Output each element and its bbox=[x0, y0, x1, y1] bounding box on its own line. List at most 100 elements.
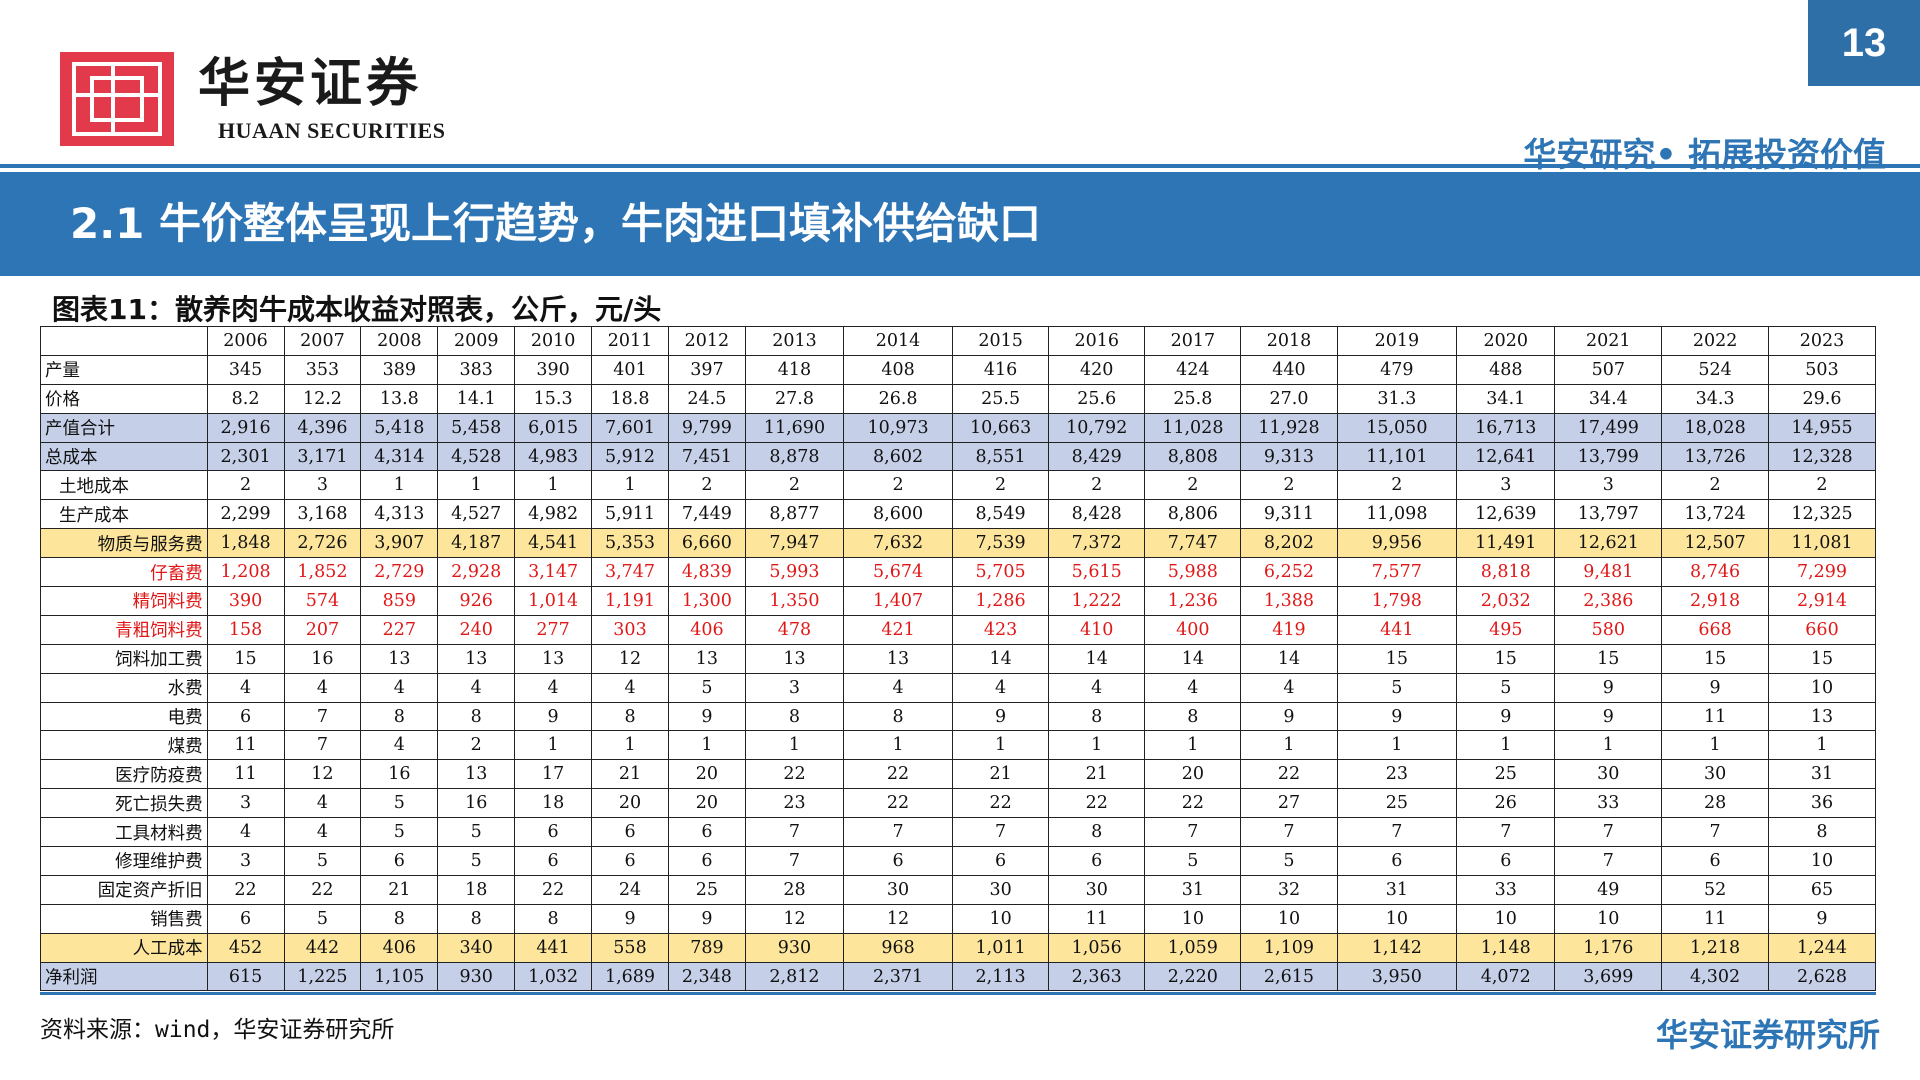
value-cell: 31 bbox=[1768, 759, 1876, 790]
value-cell: 2,628 bbox=[1768, 961, 1876, 992]
value-cell: 8 bbox=[437, 701, 516, 732]
table-row: 产量 345 353 389 383 390 401 397 418 408 416 420 424 44… bbox=[40, 354, 1876, 385]
value-cell: 390 bbox=[514, 354, 593, 385]
value-cell: 11,928 bbox=[1240, 412, 1338, 443]
value-cell: 65 bbox=[1768, 874, 1876, 905]
value-cell: 7,947 bbox=[744, 528, 845, 559]
value-cell: 30 bbox=[1661, 759, 1769, 790]
table-row: 工具材料费 4 4 5 5 6 6 6 7 7 7 8 7 7 7 7 7 7 8 bbox=[40, 817, 1876, 848]
value-cell: 10 bbox=[1336, 903, 1458, 934]
value-cell: 1 bbox=[514, 470, 593, 501]
table-row: 产值合计 2,916 4,396 5,418 5,458 6,015 7,601 9,799 1… bbox=[40, 412, 1876, 443]
value-cell: 13,724 bbox=[1661, 499, 1769, 530]
footer-brand: 华安证券研究所 bbox=[1655, 1016, 1880, 1054]
value-cell: 8 bbox=[514, 903, 593, 934]
value-cell: 2,301 bbox=[206, 441, 285, 472]
value-cell: 13 bbox=[360, 643, 439, 674]
value-cell: 5,353 bbox=[591, 528, 669, 559]
value-cell: 303 bbox=[591, 614, 669, 645]
value-cell: 397 bbox=[667, 354, 746, 385]
value-cell: 8,551 bbox=[952, 441, 1050, 472]
table-row: 精饲料费 390 574 859 926 1,014 1,191 1,300 1,350 1,40… bbox=[40, 586, 1876, 616]
value-cell: 25.5 bbox=[952, 383, 1050, 414]
value-cell: 25 bbox=[1336, 788, 1458, 819]
row-label-cell: 生产成本 bbox=[40, 499, 208, 530]
value-cell: 4 bbox=[283, 672, 362, 703]
value-cell: 10 bbox=[1768, 672, 1876, 703]
value-cell: 7 bbox=[744, 846, 845, 876]
value-cell: 34.3 bbox=[1661, 383, 1769, 414]
value-cell: 4 bbox=[514, 672, 593, 703]
value-cell: 16 bbox=[437, 788, 516, 819]
value-cell: 6 bbox=[667, 817, 746, 848]
value-cell: 21 bbox=[952, 759, 1050, 790]
value-cell: 240 bbox=[437, 614, 516, 645]
value-cell: 6,252 bbox=[1240, 557, 1338, 588]
value-cell: 6 bbox=[206, 903, 285, 934]
value-cell: 25 bbox=[667, 874, 746, 905]
year-header-cell: 2007 bbox=[283, 326, 362, 356]
value-cell: 1,105 bbox=[360, 961, 439, 992]
row-label-cell: 医疗防疫费 bbox=[40, 759, 208, 790]
value-cell: 6 bbox=[514, 817, 593, 848]
value-cell: 12,641 bbox=[1456, 441, 1556, 472]
value-cell: 10,792 bbox=[1048, 412, 1146, 443]
value-cell: 1 bbox=[1240, 730, 1338, 761]
value-cell: 11,690 bbox=[744, 412, 845, 443]
value-cell: 158 bbox=[206, 614, 285, 645]
row-label-cell: 死亡损失费 bbox=[40, 788, 208, 819]
value-cell: 3,147 bbox=[514, 557, 593, 588]
value-cell: 7 bbox=[843, 817, 954, 848]
value-cell: 1,011 bbox=[952, 932, 1050, 963]
value-cell: 15 bbox=[206, 643, 285, 674]
value-cell: 2 bbox=[1336, 470, 1458, 501]
value-cell: 7,539 bbox=[952, 528, 1050, 559]
value-cell: 10 bbox=[1456, 903, 1556, 934]
value-cell: 7 bbox=[1554, 846, 1663, 876]
value-cell: 5 bbox=[437, 817, 516, 848]
value-cell: 2,916 bbox=[206, 412, 285, 443]
value-cell: 30 bbox=[1048, 874, 1146, 905]
value-cell: 418 bbox=[744, 354, 845, 385]
value-cell: 7,747 bbox=[1144, 528, 1242, 559]
value-cell: 15.3 bbox=[514, 383, 593, 414]
value-cell: 383 bbox=[437, 354, 516, 385]
value-cell: 345 bbox=[206, 354, 285, 385]
value-cell: 668 bbox=[1661, 614, 1769, 645]
value-cell: 4 bbox=[1144, 672, 1242, 703]
value-cell: 8,429 bbox=[1048, 441, 1146, 472]
value-cell: 4 bbox=[360, 730, 439, 761]
value-cell: 4,541 bbox=[514, 528, 593, 559]
value-cell: 1 bbox=[952, 730, 1050, 761]
value-cell: 4,983 bbox=[514, 441, 593, 472]
row-label-cell: 总成本 bbox=[40, 441, 208, 472]
value-cell: 8,600 bbox=[843, 499, 954, 530]
value-cell: 558 bbox=[591, 932, 669, 963]
value-cell: 7,577 bbox=[1336, 557, 1458, 588]
value-cell: 1 bbox=[1768, 730, 1876, 761]
value-cell: 21 bbox=[360, 874, 439, 905]
value-cell: 1,388 bbox=[1240, 586, 1338, 616]
value-cell: 406 bbox=[360, 932, 439, 963]
value-cell: 4,072 bbox=[1456, 961, 1556, 992]
section-title: 2.1 牛价整体呈现上行趋势，牛肉进口填补供给缺口 bbox=[70, 199, 1042, 248]
value-cell: 2,615 bbox=[1240, 961, 1338, 992]
value-cell: 2,914 bbox=[1768, 586, 1876, 616]
table-row: 净利润 615 1,225 1,105 930 1,032 1,689 2,348 2,812 2… bbox=[40, 961, 1876, 992]
value-cell: 4 bbox=[952, 672, 1050, 703]
value-cell: 11 bbox=[206, 730, 285, 761]
value-cell: 408 bbox=[843, 354, 954, 385]
value-cell: 12 bbox=[843, 903, 954, 934]
value-cell: 9 bbox=[1240, 701, 1338, 732]
value-cell: 34.4 bbox=[1554, 383, 1663, 414]
value-cell: 1 bbox=[1661, 730, 1769, 761]
value-cell: 28 bbox=[744, 874, 845, 905]
value-cell: 495 bbox=[1456, 614, 1556, 645]
value-cell: 6 bbox=[667, 846, 746, 876]
value-cell: 2,363 bbox=[1048, 961, 1146, 992]
value-cell: 15 bbox=[1661, 643, 1769, 674]
value-cell: 4 bbox=[283, 788, 362, 819]
value-cell: 6,660 bbox=[667, 528, 746, 559]
value-cell: 4,396 bbox=[283, 412, 362, 443]
value-cell: 2,729 bbox=[360, 557, 439, 588]
